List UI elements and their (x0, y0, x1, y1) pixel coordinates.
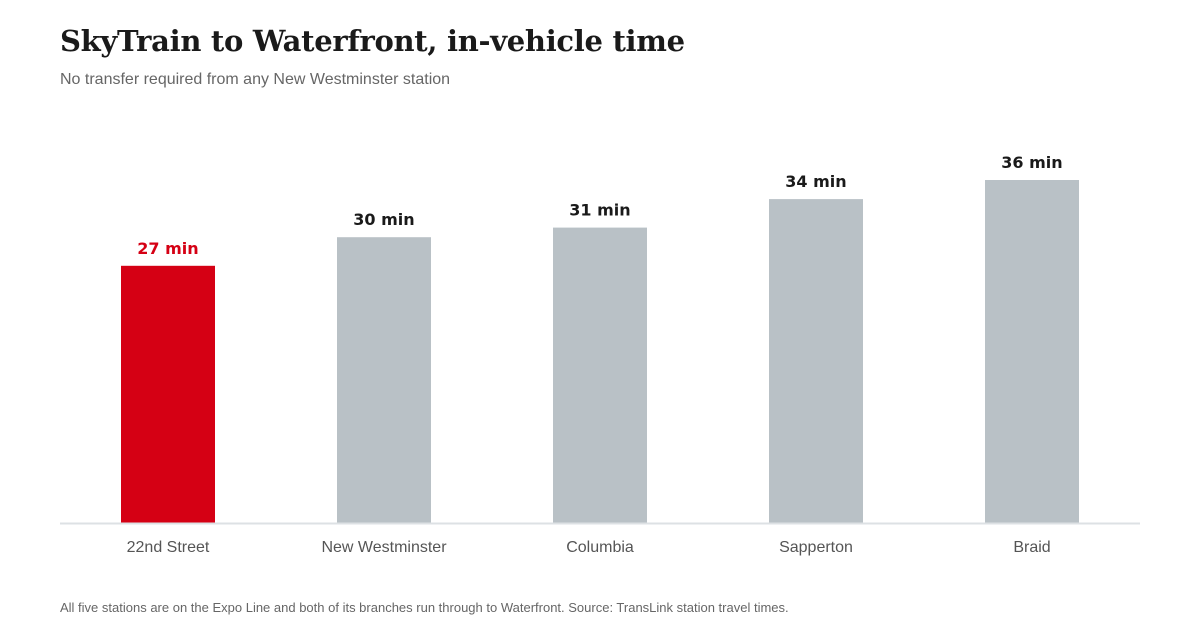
bars-layer (121, 180, 1079, 524)
value-label: 30 min (353, 210, 414, 229)
category-label: 22nd Street (127, 539, 210, 556)
category-label: Sapperton (779, 539, 853, 556)
bar-22nd-street (121, 265, 215, 524)
category-label: Braid (1013, 539, 1050, 556)
category-label: Columbia (566, 539, 634, 556)
labels-layer: 27 min 22nd Street 30 min New Westminster 31… (127, 153, 1063, 556)
value-label: 31 min (569, 201, 630, 220)
bar-new-westminster (337, 237, 431, 523)
value-label: 36 min (1001, 153, 1062, 172)
chart-subtitle: No transfer required from any New Westmi… (60, 71, 451, 88)
bar-braid (985, 180, 1079, 523)
chart-footnote: All five stations are on the Expo Line a… (60, 600, 789, 615)
category-label: New Westminster (321, 539, 447, 556)
bar-sapperton (769, 199, 863, 523)
chart-title: SkyTrain to Waterfront, in-vehicle time (60, 24, 685, 58)
value-label: 34 min (785, 172, 846, 191)
value-label: 27 min (137, 239, 198, 258)
bar-columbia (553, 227, 647, 523)
